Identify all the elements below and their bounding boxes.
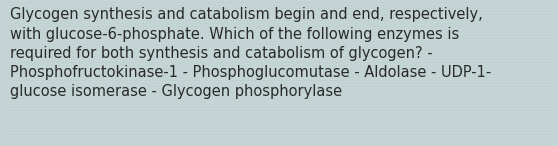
Text: Glycogen synthesis and catabolism begin and end, respectively,
with glucose-6-ph: Glycogen synthesis and catabolism begin … — [10, 7, 491, 99]
